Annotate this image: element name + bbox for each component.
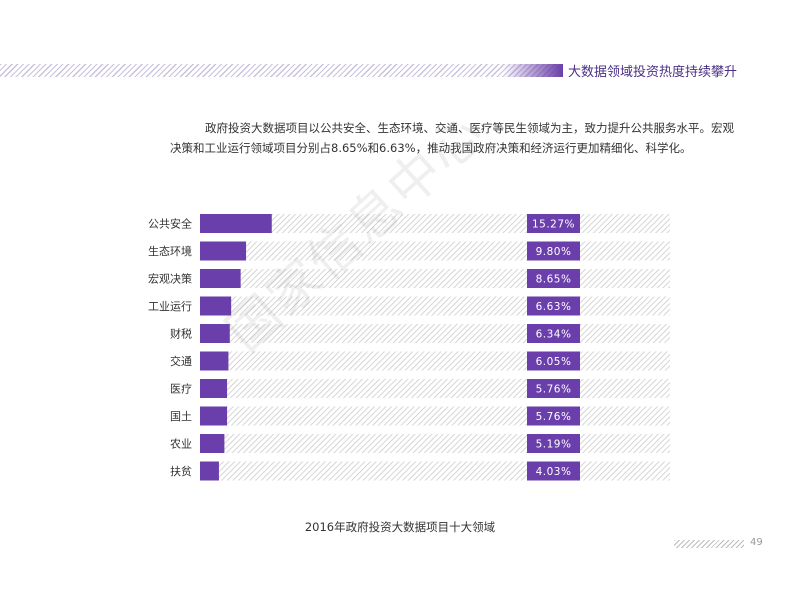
bar xyxy=(200,214,272,233)
value-label-box xyxy=(527,434,580,453)
bar-track xyxy=(200,324,670,343)
value-label-box xyxy=(527,296,580,316)
bar xyxy=(200,379,228,398)
footer-stripe xyxy=(674,540,744,548)
category-label: 扶贫 xyxy=(170,464,192,478)
bar-track xyxy=(200,296,670,316)
category-label: 农业 xyxy=(170,437,192,451)
bar xyxy=(200,461,219,481)
intro-paragraph: 政府投资大数据项目以公共安全、生态环境、交通、医疗等民生领域为主，致力提升公共服… xyxy=(170,118,734,158)
value-label: 6.05% xyxy=(536,356,572,368)
bar-track xyxy=(200,461,670,481)
value-label-box xyxy=(527,351,580,371)
bar-track xyxy=(200,269,670,288)
chart-caption: 2016年政府投资大数据项目十大领域 xyxy=(304,520,496,534)
category-label: 生态环境 xyxy=(148,244,192,258)
category-label: 交通 xyxy=(170,354,192,368)
value-label-box xyxy=(527,324,580,343)
category-label: 工业运行 xyxy=(148,300,192,313)
value-label-box xyxy=(527,241,580,261)
category-label: 宏观决策 xyxy=(148,272,192,286)
bar-track xyxy=(200,351,670,371)
page-section-title: 大数据领域投资热度持续攀升 xyxy=(568,65,738,80)
intro-line-2: 决策和工业运行领域项目分别占8.65%和6.63%，推动我国政府决策和经济运行更… xyxy=(170,141,692,155)
bar-track xyxy=(200,434,670,453)
bar xyxy=(200,296,232,316)
value-label: 6.34% xyxy=(536,329,572,341)
bar xyxy=(200,269,241,288)
value-label-box xyxy=(527,461,580,481)
value-label: 5.19% xyxy=(536,439,572,451)
value-label-box xyxy=(527,269,580,288)
category-label: 医疗 xyxy=(170,382,192,396)
value-label-box xyxy=(527,406,580,426)
header-stripe xyxy=(0,64,563,77)
intro-line-1: 政府投资大数据项目以公共安全、生态环境、交通、医疗等民生领域为主，致力提升公共服… xyxy=(205,121,734,135)
page-number: 49 xyxy=(750,537,763,548)
value-label: 9.80% xyxy=(536,246,572,258)
value-label: 8.65% xyxy=(536,274,572,286)
value-label-box xyxy=(527,214,580,233)
value-label: 15.27% xyxy=(532,219,575,231)
bar xyxy=(200,406,228,426)
bar-track xyxy=(200,406,670,426)
bar xyxy=(200,241,247,261)
value-label: 5.76% xyxy=(536,411,572,423)
category-label: 财税 xyxy=(170,327,192,341)
category-label: 公共安全 xyxy=(148,217,192,231)
bar xyxy=(200,324,230,343)
value-label-box xyxy=(527,379,580,398)
value-label: 4.03% xyxy=(536,466,572,478)
bar xyxy=(200,434,225,453)
value-label: 5.76% xyxy=(536,384,572,396)
category-label: 国土 xyxy=(170,410,192,423)
bar xyxy=(200,351,229,371)
bar-track xyxy=(200,241,670,261)
value-label: 6.63% xyxy=(536,301,572,313)
bar-track xyxy=(200,379,670,398)
